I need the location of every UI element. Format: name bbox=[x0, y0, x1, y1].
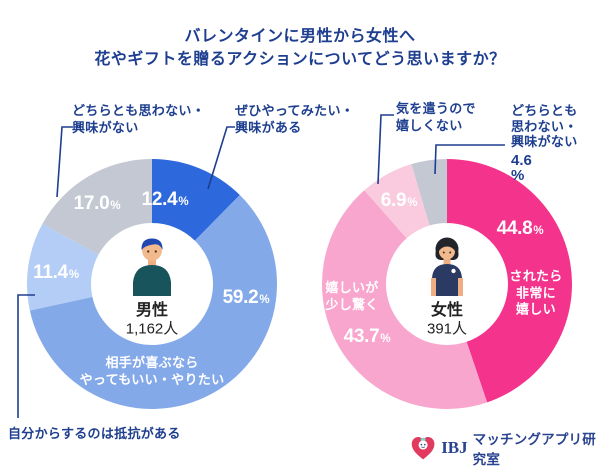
donut-segment-男性-1 bbox=[29, 195, 277, 409]
male-avatar-sweater bbox=[133, 265, 171, 296]
segment-label-women-surprise: 嬉しいが 少し驚く bbox=[325, 279, 378, 313]
callout-men-neutral-line1: どちらとも思わない・ bbox=[72, 103, 206, 118]
page-title: バレンタインに男性から女性へ 花やギフトを贈るアクションについてどう思いますか？ bbox=[0, 25, 600, 71]
female-avatar-bangs bbox=[439, 242, 455, 251]
female-avatar-arm-left bbox=[431, 278, 436, 296]
pct-women-very: 44.8% bbox=[496, 218, 544, 239]
percent-sign: % bbox=[380, 333, 391, 345]
percent-sign: % bbox=[259, 294, 270, 306]
pct-women-neutral: 4.6% bbox=[511, 152, 578, 184]
percent-sign: % bbox=[178, 196, 189, 208]
segment-label-men-main-line2: やってもいい・やりたい bbox=[79, 372, 225, 387]
percent-sign: % bbox=[407, 197, 418, 209]
title-line-2: 花やギフトを贈るアクションについてどう思いますか？ bbox=[94, 51, 506, 68]
heart-logo-icon bbox=[411, 436, 435, 459]
female-avatar-shirt bbox=[432, 264, 462, 296]
callout-women-care: 気を遣うので 嬉しくない bbox=[396, 100, 476, 134]
group-name-women: 女性 bbox=[430, 302, 464, 319]
female-avatar-face bbox=[439, 243, 455, 260]
male-avatar-eye-left bbox=[147, 250, 150, 253]
pct-men-resist: 11.4% bbox=[33, 262, 79, 283]
sample-size-men: 1,162人 bbox=[125, 320, 179, 338]
segment-label-women-surprise-line2: 少し驚く bbox=[325, 297, 379, 312]
callout-women-care-line2: 嬉しくない bbox=[396, 118, 463, 133]
callout-men-neutral: どちらとも思わない・ 興味がない bbox=[72, 102, 205, 136]
male-avatar-eye-right bbox=[154, 250, 157, 253]
female-avatar bbox=[431, 237, 463, 296]
callout-women-neutral-line3: 興味がない bbox=[511, 134, 578, 149]
segment-label-women-very-line2: 非常に bbox=[516, 284, 556, 300]
segment-label-women-very: されたら 非常に 嬉しい bbox=[509, 268, 562, 318]
female-avatar-eye-left bbox=[442, 251, 445, 254]
pct-men-main: 59.2% bbox=[222, 287, 270, 308]
donut-segment-男性-3 bbox=[42, 159, 152, 255]
percent-sign: % bbox=[68, 269, 79, 281]
female-avatar-neck bbox=[443, 257, 451, 265]
percent-sign: % bbox=[533, 225, 544, 237]
percent-sign: % bbox=[110, 200, 121, 212]
donut-segment-女性-1 bbox=[322, 190, 488, 409]
callout-men-resist-line1: 自分からするのは抵抗がある bbox=[8, 426, 181, 441]
segment-label-women-very-line1: されたら bbox=[509, 268, 563, 284]
heart-logo-face-eye-right bbox=[424, 443, 426, 445]
brand-lab-name: マッチングアプリ研究室 bbox=[472, 432, 596, 467]
donut-segment-男性-2 bbox=[27, 223, 99, 311]
heart-logo-face bbox=[418, 439, 428, 450]
callout-women-neutral-line2: 思わない・ bbox=[511, 118, 578, 134]
percent-sign: % bbox=[511, 167, 525, 184]
brand-name: IBJ bbox=[441, 438, 468, 457]
callout-men-eager: ぜひやってみたい・ 興味がある bbox=[235, 102, 354, 136]
heart-logo-face-eye-left bbox=[420, 443, 423, 445]
callout-women-neutral: どちらとも 思わない・ 興味がない 4.6% bbox=[511, 103, 578, 184]
segment-label-women-surprise-line1: 嬉しいが bbox=[325, 280, 379, 295]
callout-men-resist: 自分からするのは抵抗がある bbox=[8, 425, 181, 442]
title-line-1: バレンタインに男性から女性へ bbox=[184, 28, 416, 45]
group-name-men: 男性 bbox=[135, 302, 169, 319]
male-avatar-hair bbox=[141, 238, 163, 250]
heart-logo-face-smile bbox=[421, 445, 426, 448]
pct-women-surprise: 43.7% bbox=[343, 326, 391, 347]
callout-women-neutral-line1: どちらとも bbox=[511, 103, 578, 118]
female-avatar-eye-right bbox=[449, 251, 452, 254]
segment-label-men-main: 相手が喜ぶなら やってもいい・やりたい bbox=[80, 354, 225, 388]
footer-brand: IBJ マッチングアプリ研究室 bbox=[410, 428, 600, 468]
callout-women-care-line1: 気を遣うので bbox=[396, 101, 476, 116]
segment-label-men-main-line1: 相手が喜ぶなら bbox=[105, 355, 199, 370]
sample-size-women: 391人 bbox=[426, 320, 468, 338]
donut-chart-women bbox=[322, 159, 572, 409]
male-avatar-neck bbox=[148, 258, 156, 267]
segment-label-women-very-line3: 嬉しい bbox=[516, 301, 556, 317]
donut-segment-女性-3 bbox=[411, 159, 447, 226]
female-avatar-brooch bbox=[451, 268, 456, 274]
callout-men-neutral-line2: 興味がない bbox=[72, 120, 139, 135]
callout-men-eager-line2: 興味がある bbox=[235, 120, 302, 135]
pct-men-eager: 12.4% bbox=[141, 189, 189, 210]
pct-women-care: 6.9% bbox=[380, 190, 418, 211]
donut-segment-女性-0 bbox=[447, 159, 572, 403]
male-avatar bbox=[133, 238, 171, 296]
pct-men-neutral: 17.0% bbox=[73, 193, 121, 214]
female-avatar-arm-right bbox=[458, 278, 463, 296]
callout-men-eager-line1: ぜひやってみたい・ bbox=[235, 103, 355, 118]
